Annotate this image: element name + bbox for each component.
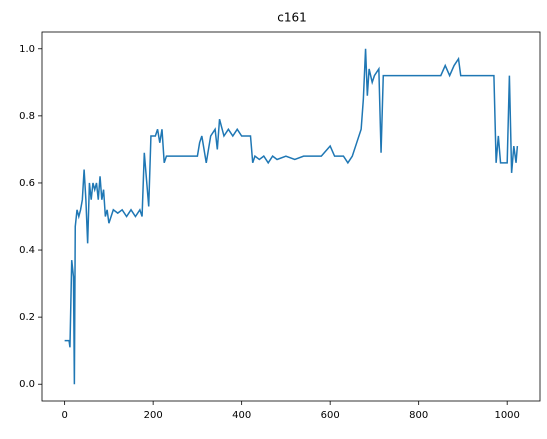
y-tick-label: 0.8 [19,111,35,122]
x-tick-label: 600 [321,410,340,421]
y-tick-label: 0.4 [19,245,35,256]
plot-frame [41,31,541,402]
y-tick-label: 0.2 [19,312,35,323]
x-tick-label: 1000 [494,410,519,421]
data-line [64,48,519,385]
x-tick-label: 400 [232,410,251,421]
y-tick-label: 0.6 [19,178,35,189]
y-tick-label: 1.0 [19,44,35,55]
chart-title: c161 [277,11,307,25]
x-tick-label: 200 [144,410,163,421]
x-tick-label: 800 [409,410,428,421]
x-tick-label: 0 [61,410,67,421]
y-tick-label: 0.0 [19,379,35,390]
